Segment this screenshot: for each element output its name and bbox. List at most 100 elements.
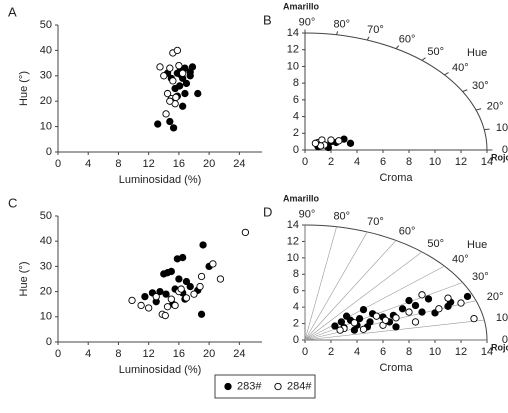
data-point (411, 318, 420, 326)
x-tick-label: 12 (455, 156, 467, 168)
data-point (156, 63, 164, 71)
x-tick-label: 16 (173, 158, 185, 170)
x-tick-label: 6 (380, 346, 386, 358)
data-point (418, 291, 426, 299)
x-tick-label: 0 (55, 158, 61, 170)
data-point (405, 308, 413, 316)
data-point (197, 272, 206, 281)
angle-tick-label: 50° (427, 238, 444, 250)
y-tick-label: 30 (40, 70, 52, 82)
top-label: Amarillo (283, 1, 320, 11)
data-point (128, 296, 136, 305)
angle-tick (484, 128, 490, 131)
data-point (167, 295, 175, 303)
data-point (166, 117, 174, 126)
y-tick-label: 20 (40, 95, 52, 107)
data-point (346, 139, 355, 147)
data-point (182, 294, 191, 302)
data-point (372, 312, 381, 320)
legend-box (214, 374, 316, 399)
panel-letter: B (263, 12, 272, 27)
angle-tick-label: 10° (496, 122, 508, 134)
x-axis-label: Luminosidad (%) (119, 364, 202, 376)
x-tick-label: 4 (354, 346, 360, 358)
x-tick-label: 14 (481, 156, 493, 168)
angle-tick (336, 31, 339, 35)
data-point (162, 290, 170, 298)
data-point (411, 301, 420, 310)
data-point (169, 77, 177, 85)
data-point (336, 326, 344, 334)
x-tick-label: 8 (406, 156, 412, 168)
data-point (209, 260, 217, 268)
data-point (470, 314, 478, 323)
data-point (381, 316, 390, 324)
data-point (196, 282, 204, 291)
y-tick-label: 2 (293, 317, 299, 329)
y-tick-label: 4 (293, 110, 299, 122)
y-axis-label: Hue (°) (18, 262, 30, 297)
top-label: Amarillo (283, 193, 320, 203)
data-point (398, 305, 407, 313)
data-point (186, 282, 194, 291)
data-point (342, 312, 351, 320)
data-point (216, 275, 225, 283)
x-axis-label: Croma (379, 362, 413, 374)
angle-tick-label: 90° (299, 16, 316, 28)
data-point (172, 93, 180, 102)
data-point (171, 84, 179, 93)
data-point (167, 267, 175, 276)
data-point (154, 120, 162, 128)
angle-tick-label: 30° (472, 271, 489, 283)
data-point (194, 89, 202, 98)
angle-title: Hue (467, 239, 487, 251)
y-tick-label: 0 (293, 334, 299, 346)
data-point (424, 295, 433, 303)
radial-grid-line (304, 251, 423, 341)
y-tick-label: 10 (40, 121, 52, 133)
y-tick-label: 0 (293, 144, 299, 156)
y-tick-label: 50 (40, 19, 52, 31)
angle-tick (366, 36, 370, 41)
data-point (181, 89, 189, 98)
right-label: Rojo (491, 342, 508, 352)
angle-tick-label: 60° (399, 33, 416, 45)
x-tick-label: 12 (143, 158, 155, 170)
y-tick-label: 8 (293, 268, 299, 280)
legend-label: 284# (287, 380, 312, 392)
x-axis-label: Luminosidad (%) (119, 174, 202, 186)
data-point (182, 79, 191, 88)
data-point (197, 310, 206, 318)
angle-tick-label: 80° (333, 18, 350, 30)
x-tick-label: 6 (380, 156, 386, 168)
y-tick-label: 40 (40, 235, 52, 247)
data-point (311, 139, 320, 147)
x-tick-label: 12 (143, 348, 155, 360)
y-tick-label: 2 (293, 127, 299, 139)
data-point (175, 275, 183, 283)
y-tick-label: 0 (46, 336, 52, 348)
data-point (152, 292, 160, 301)
data-point (186, 68, 194, 76)
data-point (160, 72, 168, 80)
angle-tick-label: 50° (427, 46, 444, 58)
data-point (163, 303, 172, 311)
data-point (182, 277, 191, 286)
radial-grid-line (304, 240, 397, 341)
data-point (173, 46, 182, 55)
x-tick-label: 8 (406, 346, 412, 358)
data-point (179, 102, 187, 110)
data-point (145, 304, 153, 312)
x-tick-label: 24 (233, 158, 245, 170)
angle-tick-label: 0° (502, 144, 508, 156)
legend-marker (274, 382, 282, 391)
panel-letter: D (263, 204, 272, 219)
data-point (179, 253, 187, 262)
y-tick-label: 30 (40, 260, 52, 272)
x-tick-label: 24 (233, 348, 245, 360)
data-point (405, 296, 413, 305)
data-point (175, 61, 183, 70)
angle-tick-label: 20° (487, 100, 504, 112)
x-tick-label: 14 (481, 346, 493, 358)
